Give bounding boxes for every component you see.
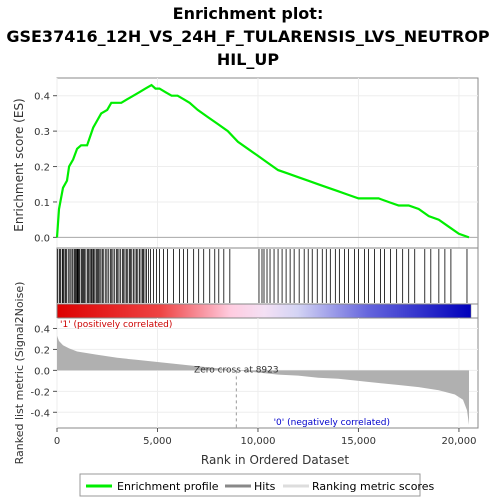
metric-y-axis-label: Ranked list metric (Signal2Noise) bbox=[13, 282, 26, 465]
negative-correlation-label: '0' (negatively correlated) bbox=[274, 418, 390, 428]
legend-metric-label: Ranking metric scores bbox=[312, 480, 434, 493]
zero-cross-label: Zero cross at 8923 bbox=[194, 365, 279, 375]
metric-y-ticks: 0.4 0.2 0.0 -0.2 -0.4 bbox=[30, 324, 57, 419]
metric-y-tick-label: -0.4 bbox=[30, 408, 50, 419]
metric-y-tick-label: 0.4 bbox=[34, 324, 50, 335]
x-tick-label: 10,000 bbox=[240, 436, 275, 447]
ranking-metric-area bbox=[57, 335, 469, 425]
positive-correlation-label: '1' (positively correlated) bbox=[60, 320, 172, 330]
es-y-ticks: 0.0 0.1 0.2 0.3 0.4 bbox=[34, 92, 57, 244]
x-tick-label: 0 bbox=[54, 436, 60, 447]
x-tick-label: 20,000 bbox=[441, 436, 476, 447]
es-y-tick-label: 0.2 bbox=[34, 163, 50, 174]
legend-hits-label: Hits bbox=[254, 480, 276, 493]
es-y-tick-label: 0.4 bbox=[34, 92, 50, 103]
es-y-tick-label: 0.3 bbox=[34, 127, 50, 138]
metric-y-tick-label: 0.2 bbox=[34, 345, 50, 356]
hits-panel-frame bbox=[56, 247, 479, 305]
es-y-tick-label: 0.0 bbox=[34, 233, 50, 244]
enrichment-profile-line bbox=[55, 83, 470, 239]
chart-title-line-3: HIL_UP bbox=[217, 50, 280, 69]
hits-marks bbox=[57, 249, 468, 303]
rank-color-bar bbox=[57, 304, 471, 318]
chart-title-line-1: Enrichment plot: bbox=[173, 4, 324, 23]
x-axis-label: Rank in Ordered Dataset bbox=[201, 453, 349, 467]
x-tick-label: 5,000 bbox=[143, 436, 172, 447]
metric-y-tick-label: 0.0 bbox=[34, 366, 50, 377]
es-y-tick-label: 0.1 bbox=[34, 198, 50, 209]
rank-color-bar-end bbox=[470, 303, 479, 319]
metric-y-tick-label: -0.2 bbox=[30, 387, 50, 398]
x-tick-label: 15,000 bbox=[341, 436, 376, 447]
legend-enrichment-label: Enrichment profile bbox=[117, 480, 219, 493]
chart-title-line-2: GSE37416_12H_VS_24H_F_TULARENSIS_LVS_NEU… bbox=[6, 27, 490, 46]
es-y-axis-label: Enrichment score (ES) bbox=[12, 98, 26, 231]
x-ticks: 0 5,000 10,000 15,000 20,000 bbox=[54, 428, 476, 447]
